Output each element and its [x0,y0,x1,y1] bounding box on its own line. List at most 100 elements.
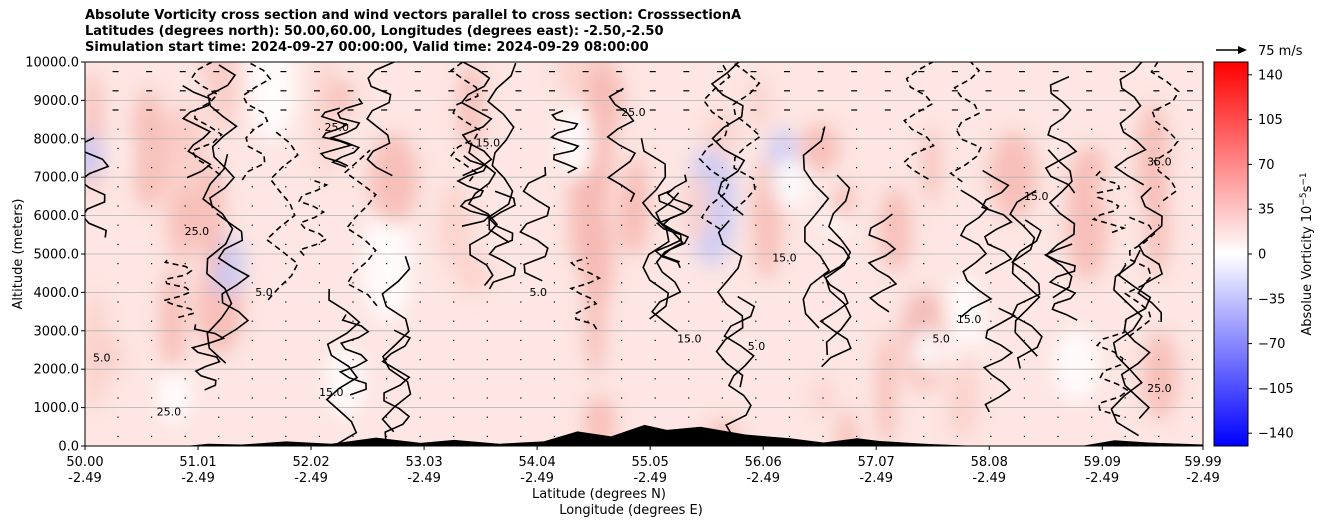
contour-line [161,257,196,319]
x-tick-label-lat: 53.03 [405,455,442,470]
y-tick-label: 4000.0 [34,286,80,301]
contour-line [190,324,226,391]
contour-line [569,256,602,330]
chart-title-line-2: Latitudes (degrees north): 50.00,60.00, … [85,24,664,39]
colorbar-tick-label: −105 [1258,382,1294,397]
x-tick-label-lat: 50.00 [66,455,103,470]
contour-line [819,238,852,368]
colorbar-tick-label: 140 [1258,68,1283,83]
contour-line [519,166,551,282]
vorticity-field-patch [159,268,186,375]
y-tick-label: 5000.0 [34,248,80,263]
x-tick-label-lon: -2.49 [1186,471,1220,486]
vorticity-field-patch [771,158,809,208]
contour-line [338,314,370,396]
x-tick-label-lat: 52.02 [292,455,329,470]
wind-reference-arrow-head [1238,46,1247,54]
x-tick-label-lat: 54.04 [519,455,556,470]
y-tick-label: 0.0 [58,440,79,455]
x-tick-label-lat: 59.99 [1184,455,1221,470]
vorticity-field-patch [248,62,296,142]
contour-line [867,213,898,313]
vorticity-field-patch [158,102,209,218]
vorticity-field-patch [580,209,615,309]
colorbar-label-unit-exp: −1 [1299,172,1309,185]
x-tick-label-lon: -2.49 [1085,471,1119,486]
contour-line [640,138,670,320]
x-tick-label-lon: -2.49 [746,471,780,486]
colorbar-ticks: 140 105 70 35 0 −35 −70 −105 −140 [1248,68,1294,442]
contour-line [85,137,110,238]
contour-line [216,212,251,340]
vorticity-contours [85,62,1180,445]
colorbar-tick-label: 35 [1258,203,1275,218]
contour-line [1123,216,1156,338]
x-tick-label-lon: -2.49 [181,471,215,486]
colorbar-tick-label: −70 [1258,337,1285,352]
terrain-profile [85,424,1203,446]
vorticity-field-patch [836,410,858,446]
contour-line [723,295,756,436]
contour-line [549,109,580,174]
contour-label: 25.0 [1147,382,1172,395]
contour-line [467,142,499,287]
y-tick-label: 2000.0 [34,363,80,378]
contour-label: 25.0 [157,405,182,418]
contour-line [1150,62,1180,202]
contour-line [824,174,852,356]
contour-line [366,62,395,177]
y-tick-label: 1000.0 [34,401,80,416]
contour-line [1137,186,1164,322]
wind-reference-label: 75 m/s [1258,44,1303,59]
contour-line [449,62,481,182]
contour-line [456,155,492,227]
x-tick-label-lat: 57.07 [858,455,895,470]
colorbar-tick-label: 105 [1258,113,1283,128]
vorticity-field-patch [989,131,1038,219]
vorticity-field-patch [879,187,912,273]
y-axis: 0.0 1000.0 2000.0 3000.0 4000.0 5000.0 6000.0 7… [25,56,85,455]
colorbar-tick-label: −35 [1258,292,1285,307]
vorticity-field-patch [362,207,412,322]
contour-line [981,169,1013,275]
x-axis-label-longitude: Longitude (degrees E) [559,503,703,518]
colorbar-label-main: Absolue Vorticity 10 [1300,206,1315,336]
contour-label: 5.0 [748,340,766,353]
vorticity-field-patch [585,62,624,138]
x-tick-label-lat: 51.01 [179,455,216,470]
contour-line [344,149,378,307]
vorticity-field-patch [558,104,594,179]
contour-line [698,64,731,230]
vorticity-field-patch [923,127,940,205]
vorticity-field-patch [828,181,856,220]
contour-line [1011,219,1043,369]
vorticity-field-patch [455,253,491,295]
contour-line [325,288,361,445]
contour-line [902,62,935,180]
contour-line [1091,170,1127,234]
contour-line [381,256,412,433]
contour-line [1095,325,1130,418]
x-tick-label-lat: 56.06 [745,455,782,470]
x-tick-label-lon: -2.49 [520,471,554,486]
chart-title-line-1: Absolute Vorticity cross section and win… [85,8,742,23]
colorbar: 140 105 70 35 0 −35 −70 −105 −140 Absolue Vortic… [1213,61,1315,447]
contour-label: 15.0 [476,136,501,149]
colorbar-label-exp: −5 [1299,192,1309,205]
contour-line [460,62,493,177]
vorticity-field-patch [682,174,711,243]
contour-label: 15.0 [957,313,982,326]
vorticity-field-patch [799,123,841,174]
contour-line [1009,189,1041,357]
contour-line [328,98,364,168]
colorbar-label-unit: s [1300,185,1315,192]
terrain [85,424,1203,446]
contour-line [207,64,238,209]
x-tick-label-lon: -2.49 [294,471,328,486]
contour-line [654,189,687,269]
contour-line [1113,62,1147,186]
vorticity-field-patch [130,88,166,210]
vorticity-field [85,62,1179,446]
contour-label: 15.0 [677,332,702,345]
contour-label: 5.0 [932,332,950,345]
